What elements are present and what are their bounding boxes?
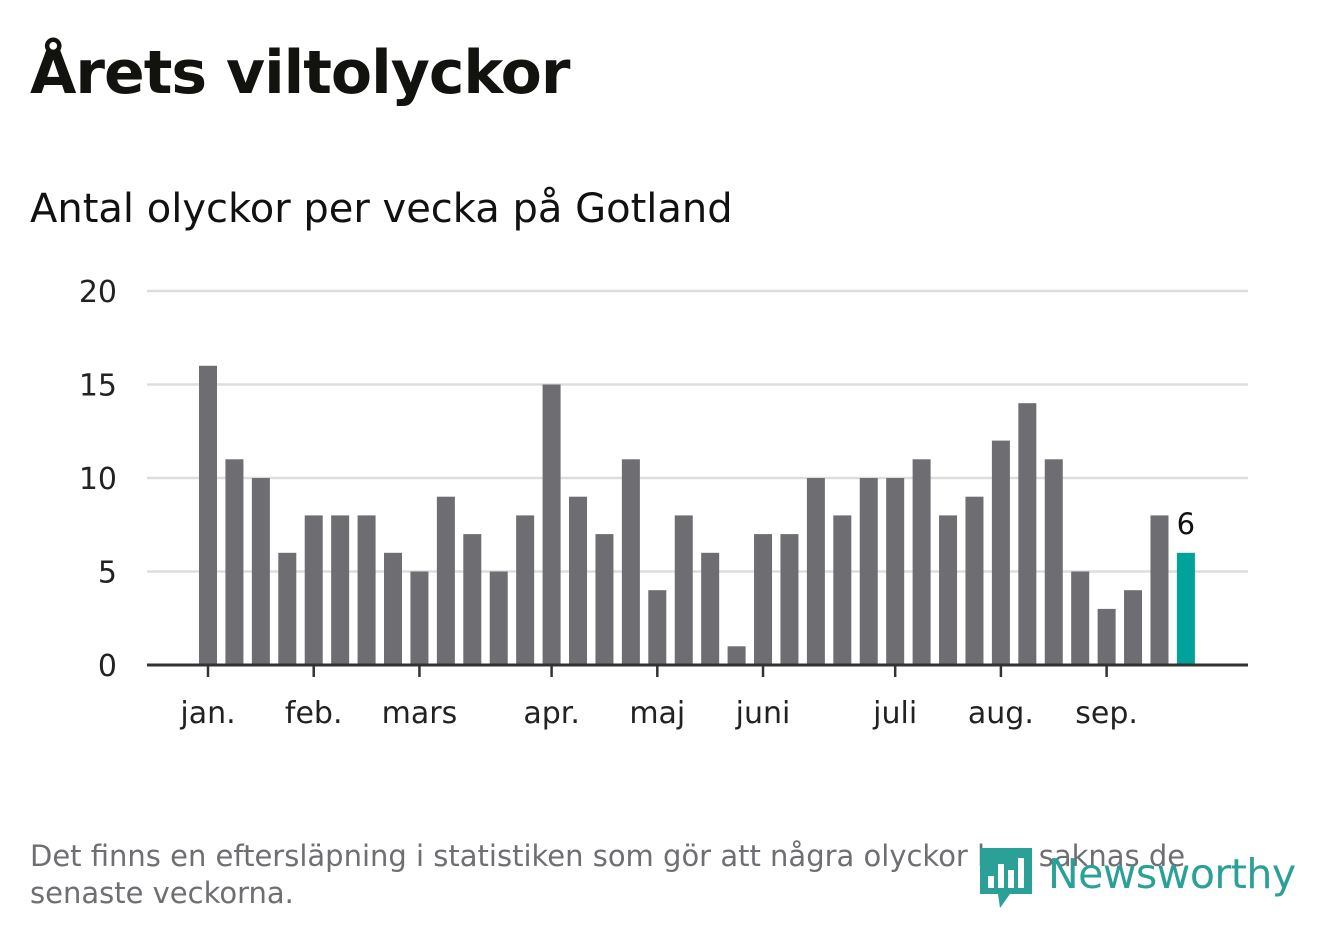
x-tick-label: mars [382,696,458,730]
chart-title: Årets viltolyckor [30,38,570,108]
bar [621,459,640,665]
bar [304,515,323,665]
newsworthy-bar-chart-icon [980,848,1032,908]
bar [1124,590,1143,665]
bar [806,478,825,665]
x-tick-label: juni [735,696,791,730]
bar [278,552,297,665]
bar [1071,571,1090,665]
bar [727,646,746,665]
bar [569,496,588,665]
newsworthy-logo-text: Newsworthy [1048,850,1296,898]
bar [701,552,720,665]
bar [516,515,535,665]
gridlines [147,289,1248,573]
bar [965,496,984,665]
x-tick-label: maj [629,696,685,730]
bar [436,496,455,665]
bar [489,571,508,665]
bar [595,534,614,665]
chart-subtitle: Antal olyckor per vecka på Gotland [30,186,733,232]
bar [1044,459,1063,665]
bar [991,440,1010,665]
bar [939,515,958,665]
y-tick-label: 5 [98,556,117,591]
bar [1150,515,1169,665]
bar [1097,608,1116,665]
bar [384,552,403,665]
bar [886,478,905,665]
bar [225,459,244,665]
bar [1018,403,1037,665]
bar-chart: 0 5 10 15 20 jan. feb. mars apr. maj juni juli aug.… [79,275,1248,730]
bar [542,384,561,665]
x-tick-label: sep. [1075,696,1138,730]
bar [648,590,667,665]
y-axis-ticks: 0 5 10 15 20 [79,275,117,684]
bars [199,365,1195,665]
bar [780,534,799,665]
x-axis-ticks: jan. feb. mars apr. maj juni juli aug. sep. [179,665,1138,730]
x-tick-label: apr. [523,696,580,730]
y-tick-label: 15 [79,369,117,404]
y-tick-label: 0 [98,649,117,684]
bar [463,534,482,665]
bar [251,478,270,665]
bar [199,365,217,665]
y-tick-label: 20 [79,275,117,310]
x-tick-label: juli [872,696,917,730]
bar [754,534,773,665]
bar [912,459,931,665]
x-tick-label: aug. [968,696,1034,730]
y-tick-label: 10 [79,462,117,497]
data-labels: 6 [1177,507,1195,541]
highlight-value-label: 6 [1177,507,1195,541]
x-tick-label: jan. [179,696,235,730]
bar [674,515,693,665]
bar [357,515,376,665]
x-tick-label: feb. [285,696,343,730]
bar [833,515,852,665]
bar-highlighted [1176,552,1195,665]
bar [859,478,878,665]
bar [331,515,350,665]
bar [410,571,429,665]
